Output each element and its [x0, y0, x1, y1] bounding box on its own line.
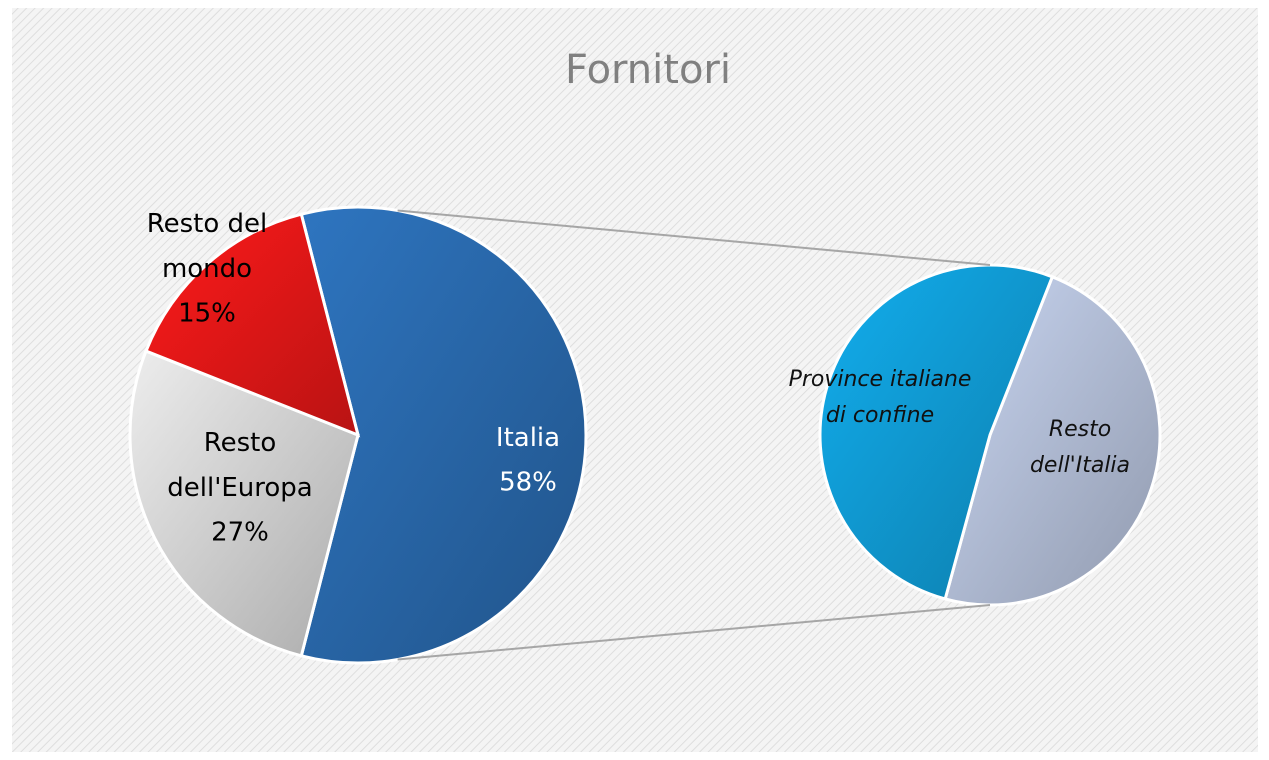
chart-title: Fornitori: [565, 47, 731, 93]
category-label: Resto dell'Europa: [167, 428, 312, 503]
category-label: Resto del mondo: [147, 209, 268, 284]
pie-slice: [144, 212, 361, 438]
value-label: 15%: [178, 299, 236, 329]
category-label: Italia: [496, 423, 560, 453]
value-label: 58%: [499, 468, 557, 498]
connector-line: [397, 604, 991, 661]
secondary-category-label: Resto dell'Italia: [1030, 417, 1130, 478]
secondary-category-label: Province italiane di confine: [789, 367, 972, 428]
connector-line: [397, 209, 991, 266]
secondary-pie-slice: [818, 263, 1055, 601]
pie-slice: [128, 349, 360, 658]
value-label: 27%: [211, 518, 269, 548]
pie-slice: [299, 205, 588, 665]
secondary-pie-slice: [943, 274, 1162, 607]
